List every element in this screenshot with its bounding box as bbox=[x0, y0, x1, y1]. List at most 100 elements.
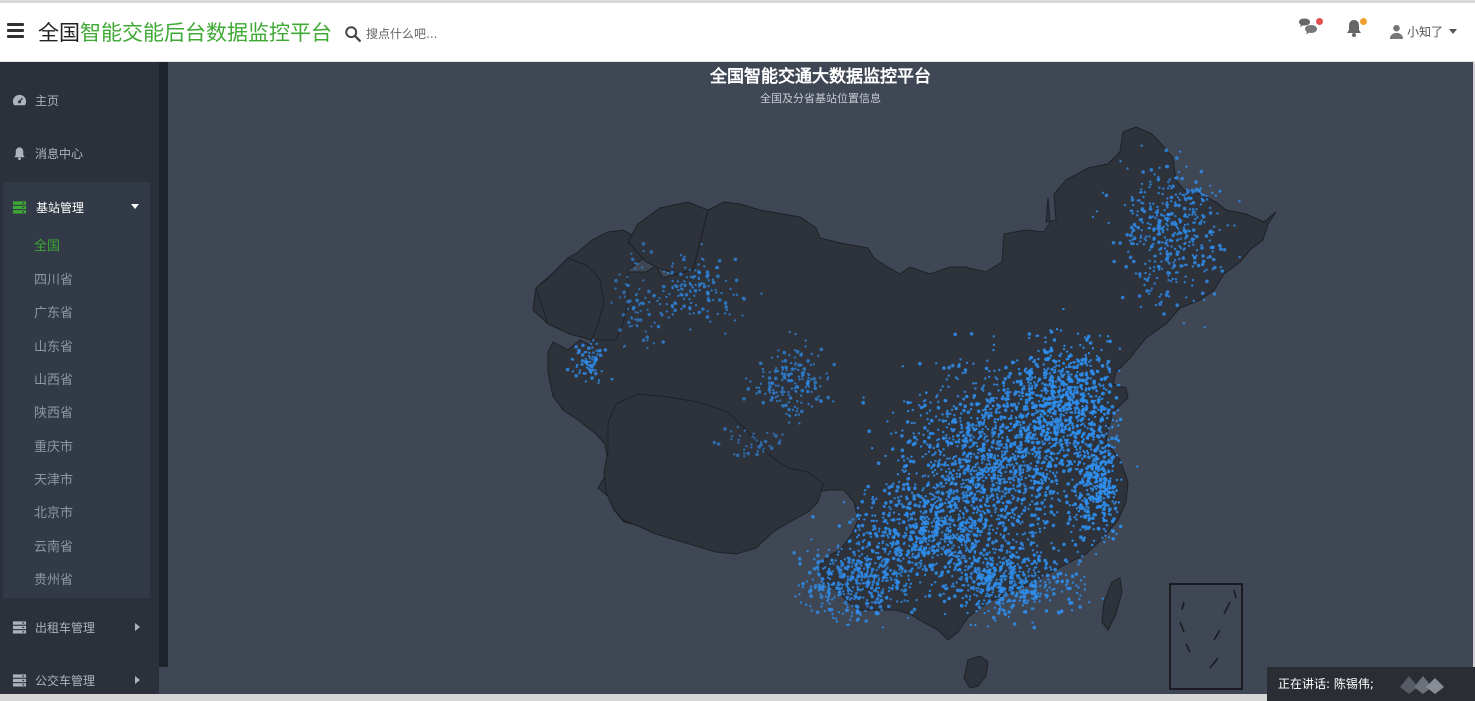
station-point bbox=[1003, 492, 1007, 495]
station-point bbox=[1088, 601, 1091, 604]
station-point bbox=[671, 306, 674, 309]
station-point bbox=[594, 369, 597, 372]
station-point bbox=[1200, 244, 1203, 247]
station-point bbox=[1052, 338, 1057, 342]
station-point bbox=[1059, 410, 1062, 413]
station-point bbox=[935, 444, 940, 448]
search-icon[interactable] bbox=[344, 25, 362, 43]
station-point bbox=[1048, 492, 1052, 496]
station-point bbox=[961, 371, 965, 375]
station-point bbox=[723, 312, 727, 315]
station-point bbox=[951, 496, 956, 501]
station-point bbox=[1210, 233, 1214, 236]
station-point bbox=[1101, 408, 1104, 411]
sidebar-subitem-guangdong[interactable]: 广东省 bbox=[34, 306, 74, 321]
station-point bbox=[881, 511, 886, 516]
sidebar-subitem-shandong[interactable]: 山东省 bbox=[34, 340, 74, 355]
station-point bbox=[837, 550, 840, 553]
station-point bbox=[1157, 218, 1161, 223]
station-point bbox=[968, 446, 971, 449]
station-point bbox=[1020, 498, 1024, 502]
sidebar-subitem-beijing[interactable]: 北京市 bbox=[34, 506, 74, 521]
station-point bbox=[932, 552, 935, 555]
station-point bbox=[1110, 436, 1114, 441]
page-scrollbar[interactable] bbox=[1473, 62, 1475, 694]
hamburger-icon[interactable] bbox=[7, 23, 24, 38]
user-menu[interactable]: 小知了 bbox=[1389, 23, 1458, 40]
station-point bbox=[791, 408, 795, 412]
search-input[interactable] bbox=[364, 24, 514, 44]
station-point bbox=[707, 298, 711, 303]
station-point bbox=[1003, 556, 1006, 559]
station-point bbox=[1169, 195, 1174, 200]
station-point bbox=[750, 446, 753, 449]
sidebar-subitem-chongqing[interactable]: 重庆市 bbox=[34, 440, 74, 455]
station-point bbox=[816, 548, 820, 551]
station-point bbox=[976, 589, 979, 593]
sidebar-subitem-tianjin[interactable]: 天津市 bbox=[34, 473, 74, 488]
station-point bbox=[951, 418, 956, 422]
station-point bbox=[1004, 569, 1007, 573]
station-point bbox=[926, 551, 931, 556]
station-point bbox=[1163, 236, 1167, 239]
station-point bbox=[670, 270, 674, 275]
station-point bbox=[980, 486, 984, 490]
station-point bbox=[1193, 190, 1197, 193]
notifications-button[interactable] bbox=[1343, 17, 1367, 41]
station-point bbox=[1021, 471, 1025, 474]
sidebar-subitem-yunnan[interactable]: 云南省 bbox=[34, 540, 74, 555]
station-point bbox=[986, 427, 990, 431]
station-point bbox=[1051, 405, 1055, 408]
station-point bbox=[781, 387, 784, 390]
sidebar-subitem-shanxi[interactable]: 山西省 bbox=[34, 373, 74, 388]
station-point bbox=[936, 510, 939, 513]
sidebar-scrollbar[interactable] bbox=[159, 62, 168, 667]
station-point bbox=[1011, 523, 1015, 527]
station-point bbox=[1030, 530, 1035, 535]
station-point bbox=[1083, 575, 1086, 578]
station-point bbox=[996, 378, 999, 381]
station-point bbox=[1046, 421, 1051, 425]
station-point bbox=[784, 365, 788, 370]
messages-button[interactable] bbox=[1297, 17, 1323, 41]
station-point bbox=[1064, 573, 1068, 577]
station-point bbox=[990, 586, 994, 590]
china-map[interactable] bbox=[168, 62, 1473, 694]
station-point bbox=[806, 389, 810, 394]
sidebar-subitem-guizhou[interactable]: 贵州省 bbox=[34, 573, 74, 588]
station-point bbox=[966, 536, 970, 540]
station-point bbox=[1025, 436, 1029, 441]
station-point bbox=[1013, 508, 1016, 511]
station-point bbox=[914, 518, 917, 521]
station-point bbox=[886, 579, 889, 582]
station-point bbox=[1119, 461, 1122, 464]
station-point bbox=[961, 596, 965, 600]
sidebar-item-bus[interactable]: 公交车管理 bbox=[0, 667, 159, 693]
station-point bbox=[873, 577, 876, 581]
station-point bbox=[978, 430, 982, 435]
sidebar-subitem-sichuan[interactable]: 四川省 bbox=[34, 273, 74, 288]
station-point bbox=[1081, 405, 1084, 408]
station-point bbox=[981, 602, 984, 606]
search-box[interactable] bbox=[344, 24, 514, 44]
station-point bbox=[954, 503, 958, 508]
station-point bbox=[788, 354, 791, 357]
station-point bbox=[652, 294, 656, 298]
sidebar-group-stations-header[interactable]: 基站管理 bbox=[3, 194, 150, 220]
station-point bbox=[1058, 385, 1061, 388]
station-point bbox=[970, 565, 973, 568]
sidebar-subitem-shaanxi[interactable]: 陕西省 bbox=[34, 406, 74, 421]
station-point bbox=[1018, 421, 1021, 424]
station-point bbox=[970, 445, 973, 448]
sidebar-item-messages[interactable]: 消息中心 bbox=[0, 140, 159, 166]
sidebar-item-taxi[interactable]: 出租车管理 bbox=[0, 614, 159, 640]
station-point bbox=[1032, 541, 1036, 544]
station-point bbox=[905, 505, 910, 510]
station-point bbox=[1097, 491, 1100, 494]
sidebar-item-home[interactable]: 主页 bbox=[0, 87, 159, 113]
station-point bbox=[865, 558, 869, 562]
station-point bbox=[997, 433, 1001, 436]
sidebar-subitem-national[interactable]: 全国 bbox=[34, 239, 61, 254]
station-point bbox=[1212, 231, 1215, 234]
station-point bbox=[968, 549, 972, 553]
